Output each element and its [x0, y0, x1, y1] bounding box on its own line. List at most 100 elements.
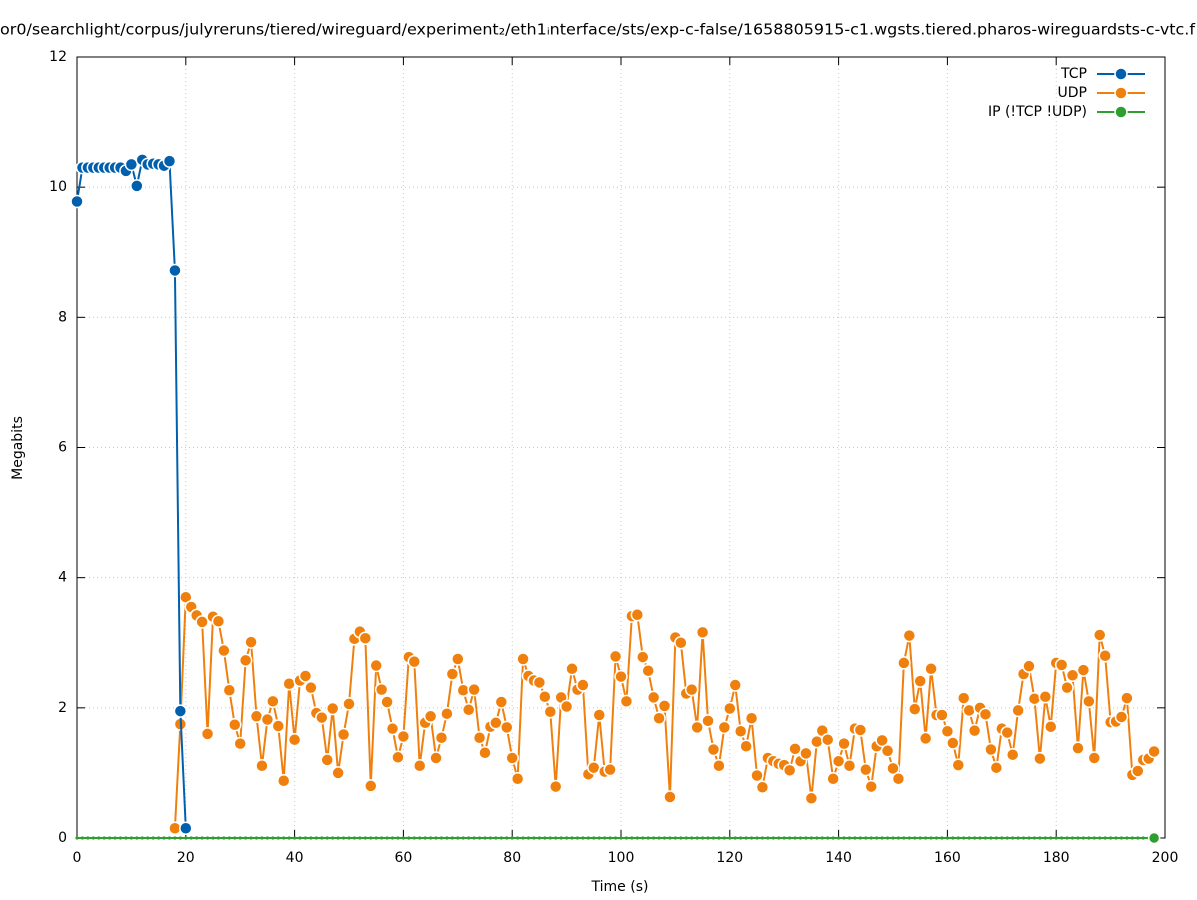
y-tick-label: 12	[49, 49, 67, 65]
data-point	[1060, 836, 1064, 840]
data-point	[129, 836, 133, 840]
data-point	[859, 762, 873, 777]
data-point	[695, 625, 710, 640]
x-tick-label: 40	[286, 850, 304, 866]
data-point	[885, 836, 890, 840]
data-point	[603, 762, 617, 777]
data-point	[483, 836, 487, 840]
data-point	[407, 654, 422, 669]
data-point	[826, 836, 830, 840]
data-point	[401, 836, 405, 840]
y-tick-label: 4	[58, 570, 67, 586]
data-point	[532, 836, 536, 840]
data-point	[1087, 836, 1091, 840]
series-line	[76, 157, 187, 829]
x-axis-label: Time (s)	[591, 879, 649, 895]
data-point	[728, 678, 742, 692]
data-point	[505, 836, 509, 840]
data-point	[869, 836, 873, 840]
data-point	[445, 836, 449, 840]
data-point	[744, 836, 748, 840]
data-point	[962, 836, 966, 840]
data-point	[565, 662, 579, 676]
data-point	[255, 759, 269, 773]
data-point	[804, 836, 808, 840]
data-point	[690, 720, 704, 735]
data-point	[575, 836, 580, 840]
data-point	[331, 836, 335, 840]
y-tick-label: 2	[58, 700, 67, 716]
data-point	[984, 742, 998, 757]
data-point	[940, 724, 955, 739]
data-point	[842, 836, 846, 840]
data-point	[478, 745, 492, 760]
data-point	[298, 669, 313, 683]
data-point	[635, 836, 639, 840]
x-tick-label: 60	[394, 850, 412, 866]
data-point	[1109, 836, 1113, 840]
data-point	[630, 836, 634, 840]
data-point	[494, 695, 509, 709]
data-point	[646, 836, 650, 840]
data-point	[467, 836, 471, 840]
data-point	[526, 836, 531, 840]
data-point	[168, 263, 182, 278]
data-point	[341, 836, 346, 840]
data-point	[847, 836, 852, 840]
data-point	[624, 836, 629, 840]
data-point	[706, 742, 721, 757]
data-point	[597, 836, 601, 840]
data-point	[674, 636, 688, 650]
y-tick-label: 6	[58, 440, 67, 456]
data-point	[412, 836, 416, 840]
data-point	[173, 836, 177, 840]
data-point	[80, 836, 85, 840]
data-point	[717, 836, 721, 840]
data-point	[782, 836, 786, 840]
data-point	[956, 691, 971, 705]
data-point	[880, 836, 884, 840]
data-point	[450, 836, 454, 840]
data-point	[228, 718, 242, 732]
data-point	[880, 744, 895, 758]
data-point	[918, 836, 922, 840]
data-point	[1038, 690, 1053, 704]
data-point	[1022, 659, 1036, 673]
data-point	[603, 836, 607, 840]
data-point	[744, 711, 759, 725]
data-point	[538, 690, 552, 704]
data-point	[445, 667, 460, 681]
data-point	[266, 694, 280, 709]
data-point	[423, 836, 427, 840]
data-point	[777, 836, 781, 840]
data-point	[826, 772, 840, 786]
data-point	[423, 709, 438, 724]
data-point	[641, 836, 645, 840]
data-point	[837, 736, 851, 751]
data-point	[1081, 836, 1085, 840]
data-point	[1131, 764, 1145, 778]
data-point	[1119, 836, 1124, 840]
data-point	[956, 836, 960, 840]
data-point	[581, 836, 585, 840]
data-point	[652, 836, 656, 840]
data-point	[1082, 694, 1096, 709]
data-point	[380, 695, 394, 709]
data-point	[320, 836, 324, 840]
data-point	[592, 836, 596, 840]
data-point	[978, 836, 982, 840]
data-point	[499, 836, 503, 840]
data-point	[1000, 836, 1004, 840]
data-point	[1070, 836, 1075, 840]
data-point	[488, 836, 493, 840]
data-point	[516, 652, 530, 666]
data-point	[396, 836, 400, 840]
y-tick-label: 10	[49, 179, 67, 195]
data-point	[586, 836, 590, 840]
data-point	[102, 836, 106, 840]
data-point	[1044, 719, 1058, 734]
data-point	[380, 836, 384, 840]
data-point	[548, 836, 552, 840]
data-point	[1038, 836, 1042, 840]
data-point	[118, 836, 123, 840]
